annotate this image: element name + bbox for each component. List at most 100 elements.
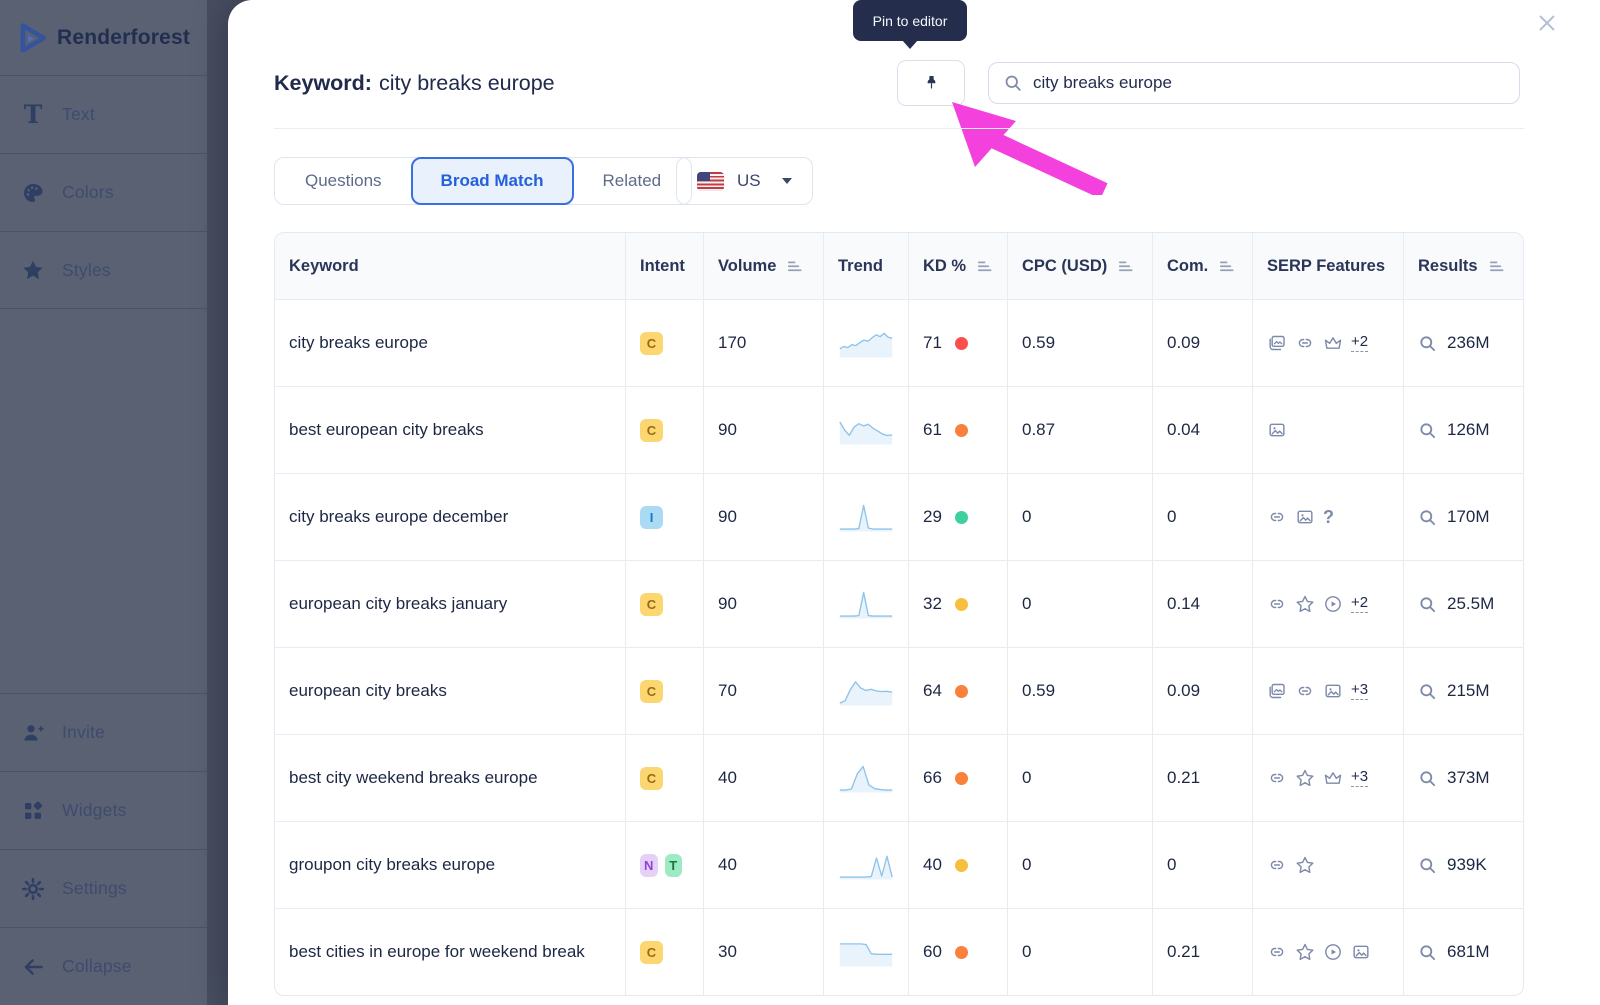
tab-broad-match[interactable]: Broad Match [410, 157, 574, 205]
search-icon [1003, 73, 1023, 93]
serp-more-link[interactable]: +3 [1351, 681, 1369, 701]
link-icon [1267, 507, 1287, 527]
kd-value: 61 [923, 420, 942, 439]
column-header-cpc-usd[interactable]: CPC (USD) [1008, 233, 1153, 299]
keyword-cell[interactable]: european city breaks [275, 648, 626, 734]
column-label: Volume [718, 256, 777, 275]
trend-sparkline [839, 591, 893, 619]
kd-dot [954, 423, 968, 437]
table-row[interactable]: best cities in europe for weekend break C… [275, 908, 1523, 995]
tab-related[interactable]: Related [602, 171, 662, 190]
sidebar-item-label: Invite [62, 722, 106, 742]
kd-value: 60 [923, 942, 942, 961]
kd-value: 71 [923, 333, 942, 352]
trend-cell [824, 735, 909, 821]
serp-more-link[interactable]: +2 [1351, 333, 1369, 353]
sidebar-item-text[interactable]: T Text [0, 75, 207, 153]
image-icon [1351, 942, 1371, 962]
play-icon [1323, 594, 1343, 614]
column-label: Trend [838, 256, 883, 275]
results-cell: 681M [1404, 909, 1523, 995]
sidebar-item-label: Settings [62, 878, 127, 898]
pin-to-editor-button[interactable] [897, 60, 965, 106]
column-header-serp-features: SERP Features [1253, 233, 1404, 299]
results-cell: 939K [1404, 822, 1523, 908]
table-row[interactable]: european city breaks january C 90 32 0 0.14 +2… [275, 560, 1523, 647]
sidebar-item-collapse[interactable]: Collapse [0, 927, 207, 1005]
sort-icon[interactable] [786, 259, 803, 274]
sort-icon[interactable] [1488, 259, 1505, 274]
sidebar-item-invite[interactable]: Invite [0, 693, 207, 771]
column-header-kd[interactable]: KD % [909, 233, 1008, 299]
image-stack-icon [1267, 681, 1287, 701]
column-header-volume[interactable]: Volume [704, 233, 824, 299]
link-icon [1267, 942, 1287, 962]
column-header-results[interactable]: Results [1404, 233, 1523, 299]
gear-icon [20, 876, 46, 902]
cpc-cell: 0 [1008, 474, 1153, 560]
table-row[interactable]: city breaks europe C 170 71 0.59 0.09 +2 236M [275, 299, 1523, 386]
column-header-com[interactable]: Com. [1153, 233, 1253, 299]
table-row[interactable]: best city weekend breaks europe C 40 66 0 0.2… [275, 734, 1523, 821]
cpc-cell: 0.87 [1008, 387, 1153, 473]
competition-cell: 0.14 [1153, 561, 1253, 647]
table-row[interactable]: city breaks europe december I 90 29 0 0? 170M [275, 473, 1523, 560]
keyword-cell[interactable]: best european city breaks [275, 387, 626, 473]
keyword-cell[interactable]: city breaks europe december [275, 474, 626, 560]
volume-cell: 90 [704, 561, 824, 647]
kd-value: 32 [923, 594, 942, 613]
sidebar-item-settings[interactable]: Settings [0, 849, 207, 927]
trend-cell [824, 648, 909, 734]
pushpin-icon [921, 73, 942, 94]
renderforest-logo-icon [15, 20, 51, 56]
keyword-cell[interactable]: groupon city breaks europe [275, 822, 626, 908]
sort-icon[interactable] [976, 259, 993, 274]
country-selector[interactable]: US [676, 157, 813, 205]
sidebar: Renderforest T Text Colors Styles Invite Wid… [0, 0, 207, 1005]
search-icon [1418, 595, 1437, 614]
intent-badge-c: C [640, 940, 663, 964]
sidebar-item-colors[interactable]: Colors [0, 153, 207, 231]
sidebar-item-label: Collapse [62, 956, 132, 976]
sort-icon[interactable] [1218, 259, 1235, 274]
crown-icon [1323, 768, 1343, 788]
search-input[interactable] [1023, 73, 1519, 93]
kd-cell: 60 [909, 909, 1008, 995]
kd-dot [954, 336, 968, 350]
serp-more-link[interactable]: +2 [1351, 594, 1369, 614]
kd-cell: 64 [909, 648, 1008, 734]
serp-more-link[interactable]: +3 [1351, 768, 1369, 788]
keyword-cell[interactable]: best city weekend breaks europe [275, 735, 626, 821]
pin-tooltip-text: Pin to editor [872, 12, 948, 29]
sort-icon[interactable] [1117, 259, 1134, 274]
table-row[interactable]: best european city breaks C 90 61 0.87 0.04 12… [275, 386, 1523, 473]
trend-sparkline [839, 332, 893, 358]
link-icon [1295, 681, 1315, 701]
keyword-cell[interactable]: european city breaks january [275, 561, 626, 647]
arrow-left-icon [20, 954, 46, 980]
intent-cell: C [626, 387, 704, 473]
widgets-icon [20, 798, 46, 824]
sidebar-item-widgets[interactable]: Widgets [0, 771, 207, 849]
results-value: 236M [1447, 333, 1490, 352]
table-row[interactable]: groupon city breaks europe N T 40 40 0 0 939K [275, 821, 1523, 908]
keyword-cell[interactable]: city breaks europe [275, 300, 626, 386]
intent-cell: C [626, 561, 704, 647]
table-header-row: Keyword Intent Volume Trend KD % CPC (USD) Com… [275, 233, 1523, 299]
tab-questions[interactable]: Questions [305, 171, 382, 190]
image-icon [1323, 681, 1343, 701]
competition-cell: 0.21 [1153, 909, 1253, 995]
image-icon [1267, 420, 1287, 440]
trend-cell [824, 474, 909, 560]
close-icon[interactable] [1534, 11, 1560, 37]
table-row[interactable]: european city breaks C 70 64 0.59 0.09 +3 215M [275, 647, 1523, 734]
keyword-cell[interactable]: best cities in europe for weekend break [275, 909, 626, 995]
link-icon [1267, 594, 1287, 614]
sidebar-item-styles[interactable]: Styles [0, 231, 207, 309]
volume-cell: 70 [704, 648, 824, 734]
column-header-keyword: Keyword [275, 233, 626, 299]
renderforest-logo[interactable]: Renderforest [0, 0, 207, 75]
search-icon [1418, 421, 1437, 440]
kd-cell: 66 [909, 735, 1008, 821]
serp-features-cell: ? [1253, 474, 1404, 560]
